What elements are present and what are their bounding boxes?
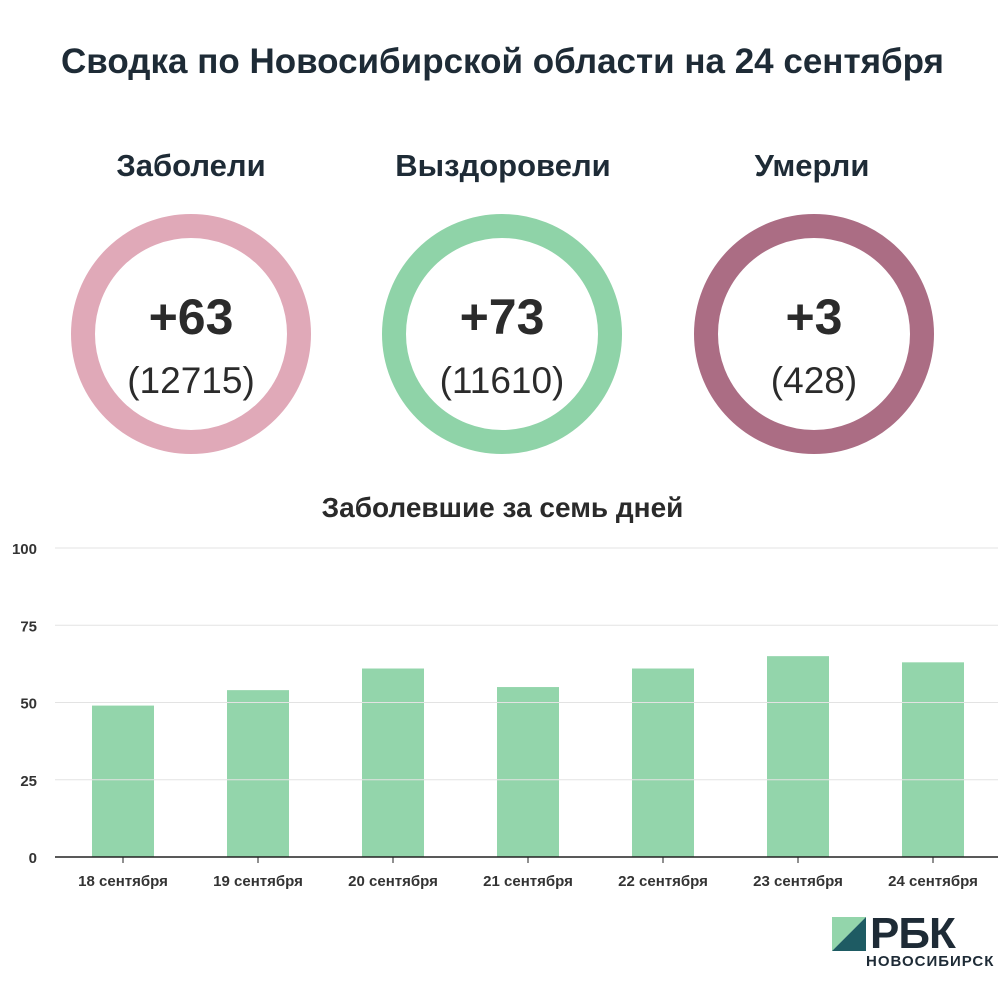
bar — [227, 690, 289, 857]
rbc-logo: РБК НОВОСИБИРСК — [832, 909, 997, 970]
deaths-delta: +3 — [785, 289, 843, 345]
y-tick-label: 75 — [20, 618, 37, 635]
y-tick-label: 50 — [20, 696, 37, 713]
infected-delta: +63 — [148, 289, 234, 345]
bar — [497, 687, 559, 857]
rbc-logo-text: РБК — [870, 909, 956, 958]
x-tick-label: 22 сентября — [618, 873, 708, 890]
bar — [902, 662, 964, 857]
stat-label-recovered: Выздоровели — [395, 148, 611, 183]
ring-deaths: +3 (428) — [694, 214, 934, 454]
y-tick-label: 0 — [29, 850, 37, 867]
ring-infected: +63 (12715) — [71, 214, 311, 454]
chart-title: Заболевшие за семь дней — [321, 492, 684, 523]
x-tick-label: 24 сентября — [888, 873, 978, 890]
bar — [92, 705, 154, 857]
bar — [632, 668, 694, 857]
x-tick-label: 21 сентября — [483, 873, 573, 890]
rbc-logo-subtext: НОВОСИБИРСК — [866, 953, 995, 970]
x-tick-label: 23 сентября — [753, 873, 843, 890]
deaths-total: (428) — [770, 360, 858, 401]
bar — [767, 656, 829, 857]
stat-label-deaths: Умерли — [754, 148, 870, 183]
y-tick-label: 100 — [12, 541, 37, 558]
rbc-logo-mark-icon — [832, 917, 866, 951]
bar — [362, 668, 424, 857]
ring-recovered: +73 (11610) — [382, 214, 622, 454]
recovered-total: (11610) — [439, 360, 565, 401]
y-tick-label: 25 — [20, 773, 37, 790]
infected-total: (12715) — [127, 360, 255, 401]
stat-label-infected: Заболели — [116, 148, 266, 183]
bar-chart: 0 25 50 75 100 18 сентября 19 сентября 20 сентя… — [12, 541, 998, 890]
page-title: Сводка по Новосибирской области на 24 се… — [61, 42, 944, 81]
recovered-delta: +73 — [459, 289, 545, 345]
x-tick-label: 20 сентября — [348, 873, 438, 890]
x-tick-label: 18 сентября — [78, 873, 168, 890]
x-tick-label: 19 сентября — [213, 873, 303, 890]
